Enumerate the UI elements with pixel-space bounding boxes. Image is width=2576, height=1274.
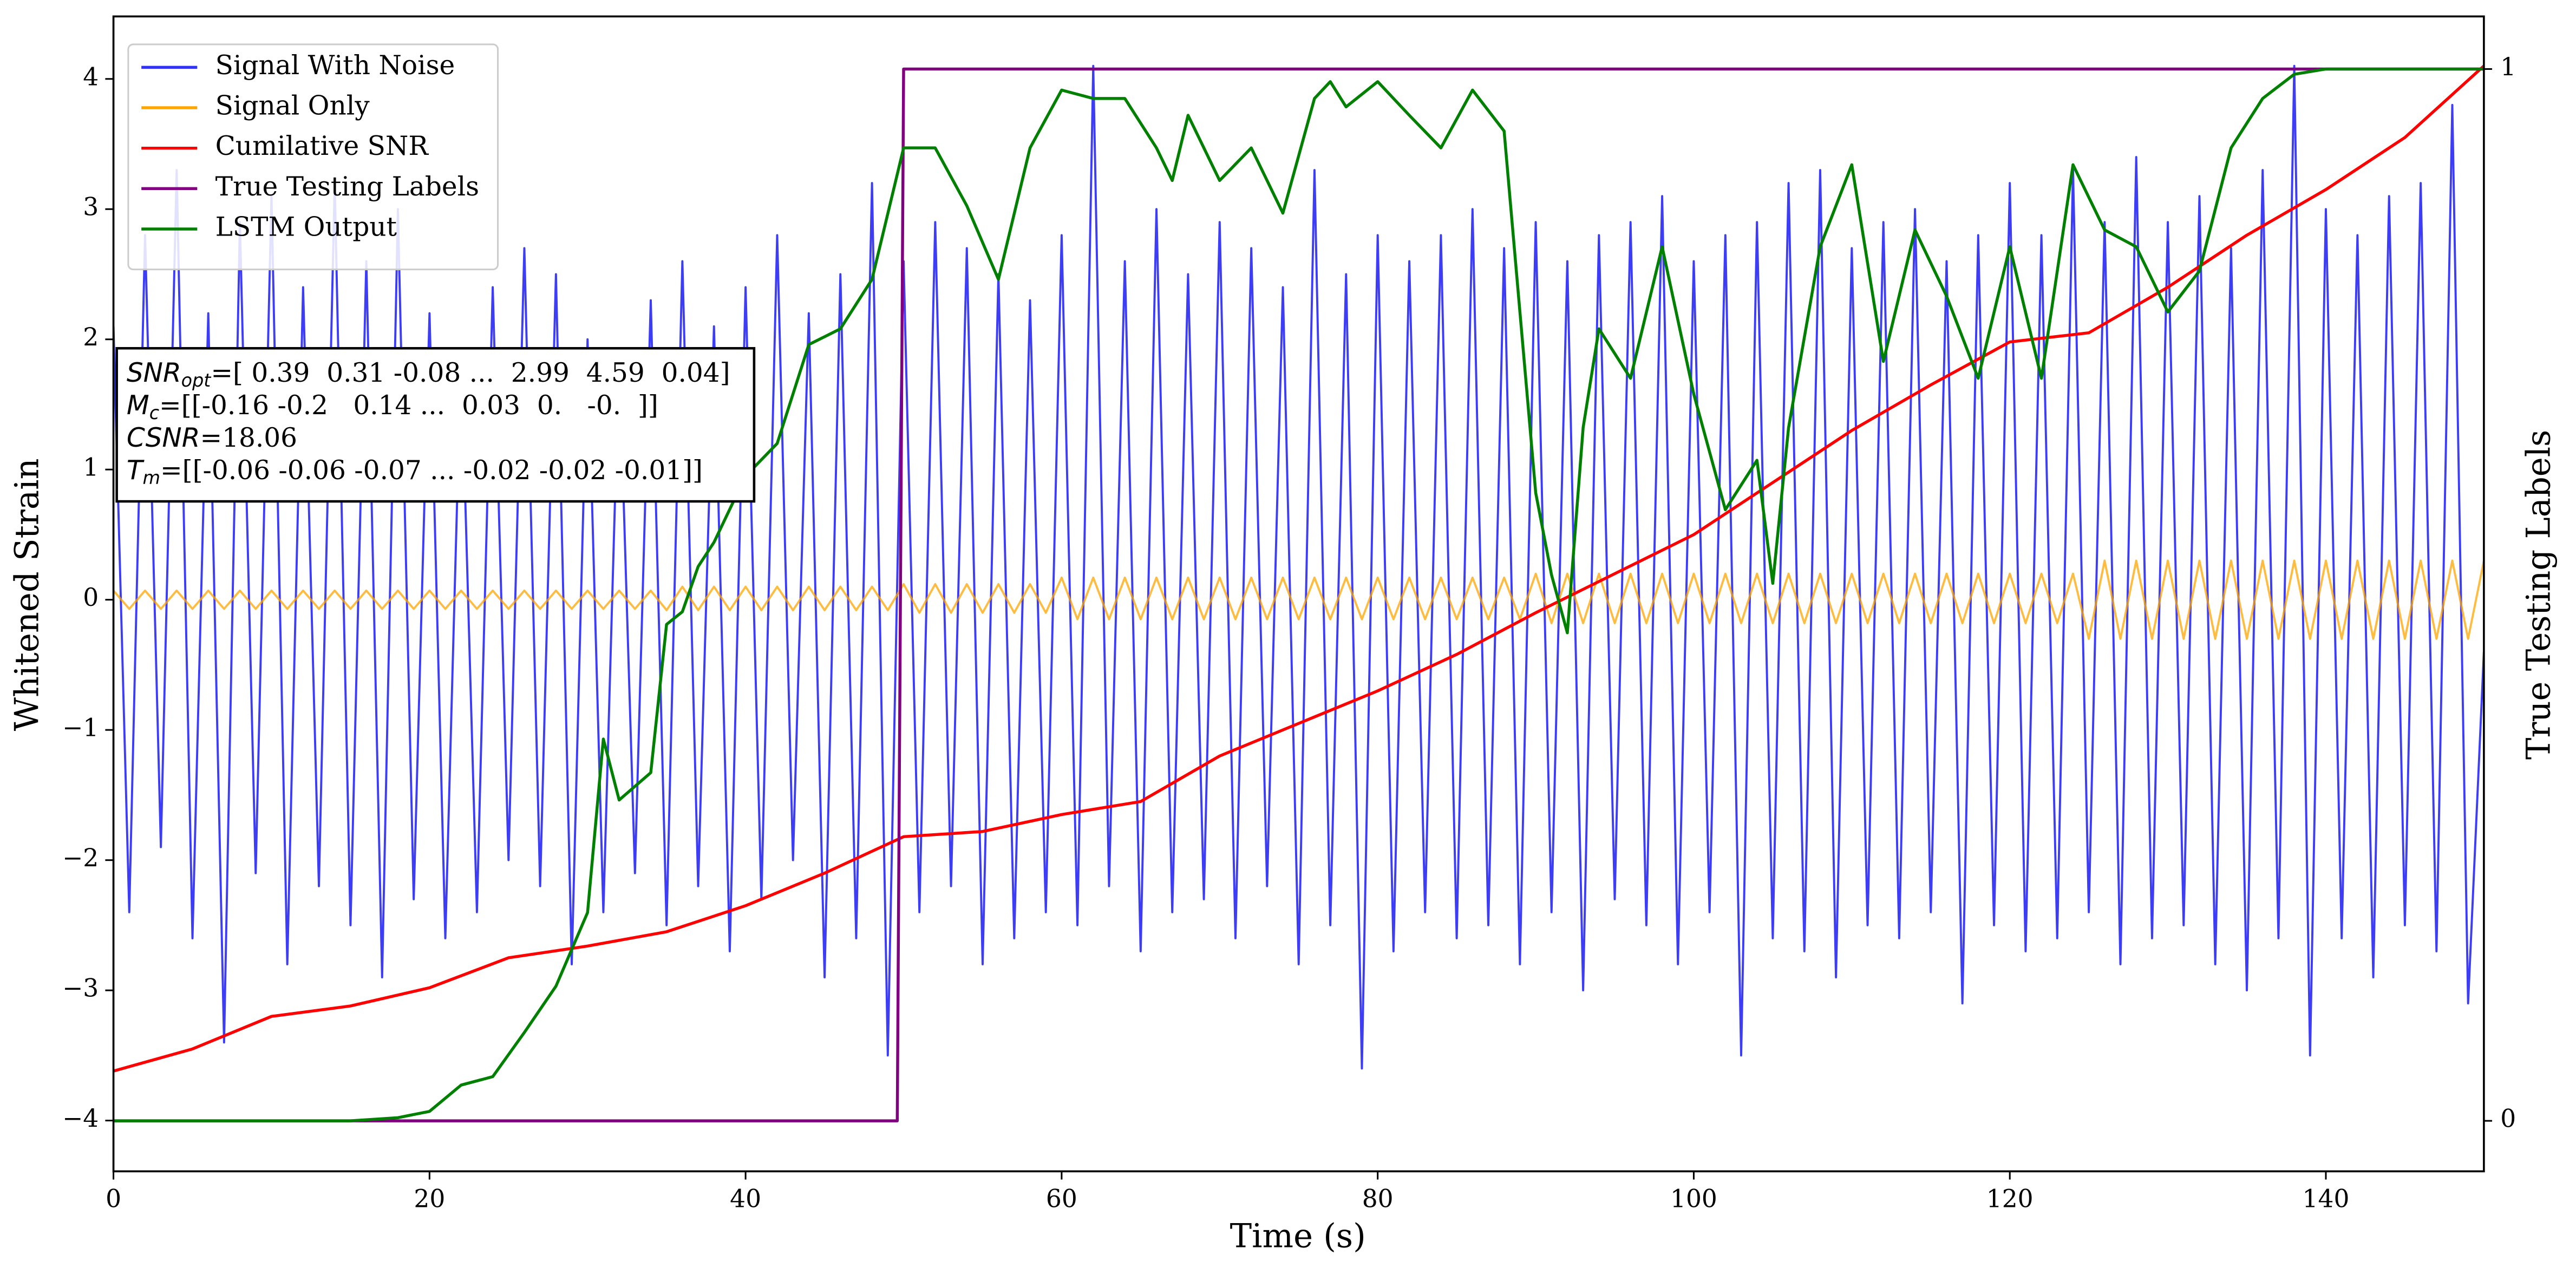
legend-label: Signal With Noise [215,50,455,81]
y-tick-label: −3 [62,974,99,1003]
axes-frame [112,15,2485,1173]
annotation-text: =[[-0.16 -0.2 0.14 ... 0.03 0. -0. ]] [159,390,658,420]
x-tick-label: 40 [730,1184,761,1213]
y2-tick-label: 1 [2500,53,2516,81]
y-tick-label: 2 [83,323,99,351]
legend-box [127,43,499,271]
x-tick-label: 120 [1986,1184,2034,1213]
y2-axis-label: True Testing Labels [2520,430,2558,760]
annotation-line: SNRopt=[ 0.39 0.31 -0.08 ... 2.99 4.59 0… [127,357,730,390]
annotation-symbol: T [127,455,145,486]
annotation-subscript: c [149,402,159,423]
y-tick-label: 0 [83,583,99,612]
legend-label: Signal Only [215,91,370,121]
y-tick-label: −1 [62,714,99,742]
annotation-line: Mc=[[-0.16 -0.2 0.14 ... 0.03 0. -0. ]] [127,390,658,423]
legend: Signal With Noise Signal Only Cumilative S… [127,43,499,271]
series-line [113,64,2484,1070]
legend-label: LSTM Output [215,212,397,242]
y-tick-label: −4 [62,1104,99,1133]
annotation-box [115,347,756,503]
plot-area [113,64,2484,1122]
annotation: SNRopt=[ 0.39 0.31 -0.08 ... 2.99 4.59 0… [115,347,756,503]
y-tick-label: −2 [62,844,99,872]
annotation-text: =[[-0.06 -0.06 -0.07 ... -0.02 -0.02 -0.… [160,455,703,486]
legend-label: Cumilative SNR [215,131,429,161]
annotation-symbol: CSNR [127,423,200,453]
annotation-line: Tm=[[-0.06 -0.06 -0.07 ... -0.02 -0.02 -… [127,455,703,488]
x-axis-label: Time (s) [1230,1217,1366,1255]
annotation-text: =18.06 [200,422,297,453]
series-line [113,64,2484,1073]
x-tick-label: 60 [1046,1184,1077,1213]
x-tick-label: 100 [1670,1184,1717,1213]
y-axis-label: Whitened Strain [8,458,46,731]
x-tick-label: 20 [414,1184,445,1213]
annotation-line: CSNR=18.06 [127,422,297,453]
x-tick-label: 80 [1362,1184,1394,1213]
series-line [113,67,2484,1122]
annotation-subscript: m [142,467,160,488]
y-tick-label: 3 [83,193,99,221]
annotation-subscript: opt [181,369,212,390]
y2-tick-label: 0 [2500,1105,2516,1133]
x-tick-label: 0 [106,1184,121,1213]
y-tick-label: 1 [83,453,99,482]
annotation-text: =[ 0.39 0.31 -0.08 ... 2.99 4.59 0.04] [211,357,730,388]
annotation-symbol: M [127,390,149,421]
annotation-symbol: SNR [127,358,181,388]
series-line [113,67,2484,1122]
legend-label: True Testing Labels [215,172,479,202]
series-line [113,559,2484,640]
x-tick-label: 140 [2303,1184,2350,1213]
y-tick-label: 4 [83,62,99,91]
